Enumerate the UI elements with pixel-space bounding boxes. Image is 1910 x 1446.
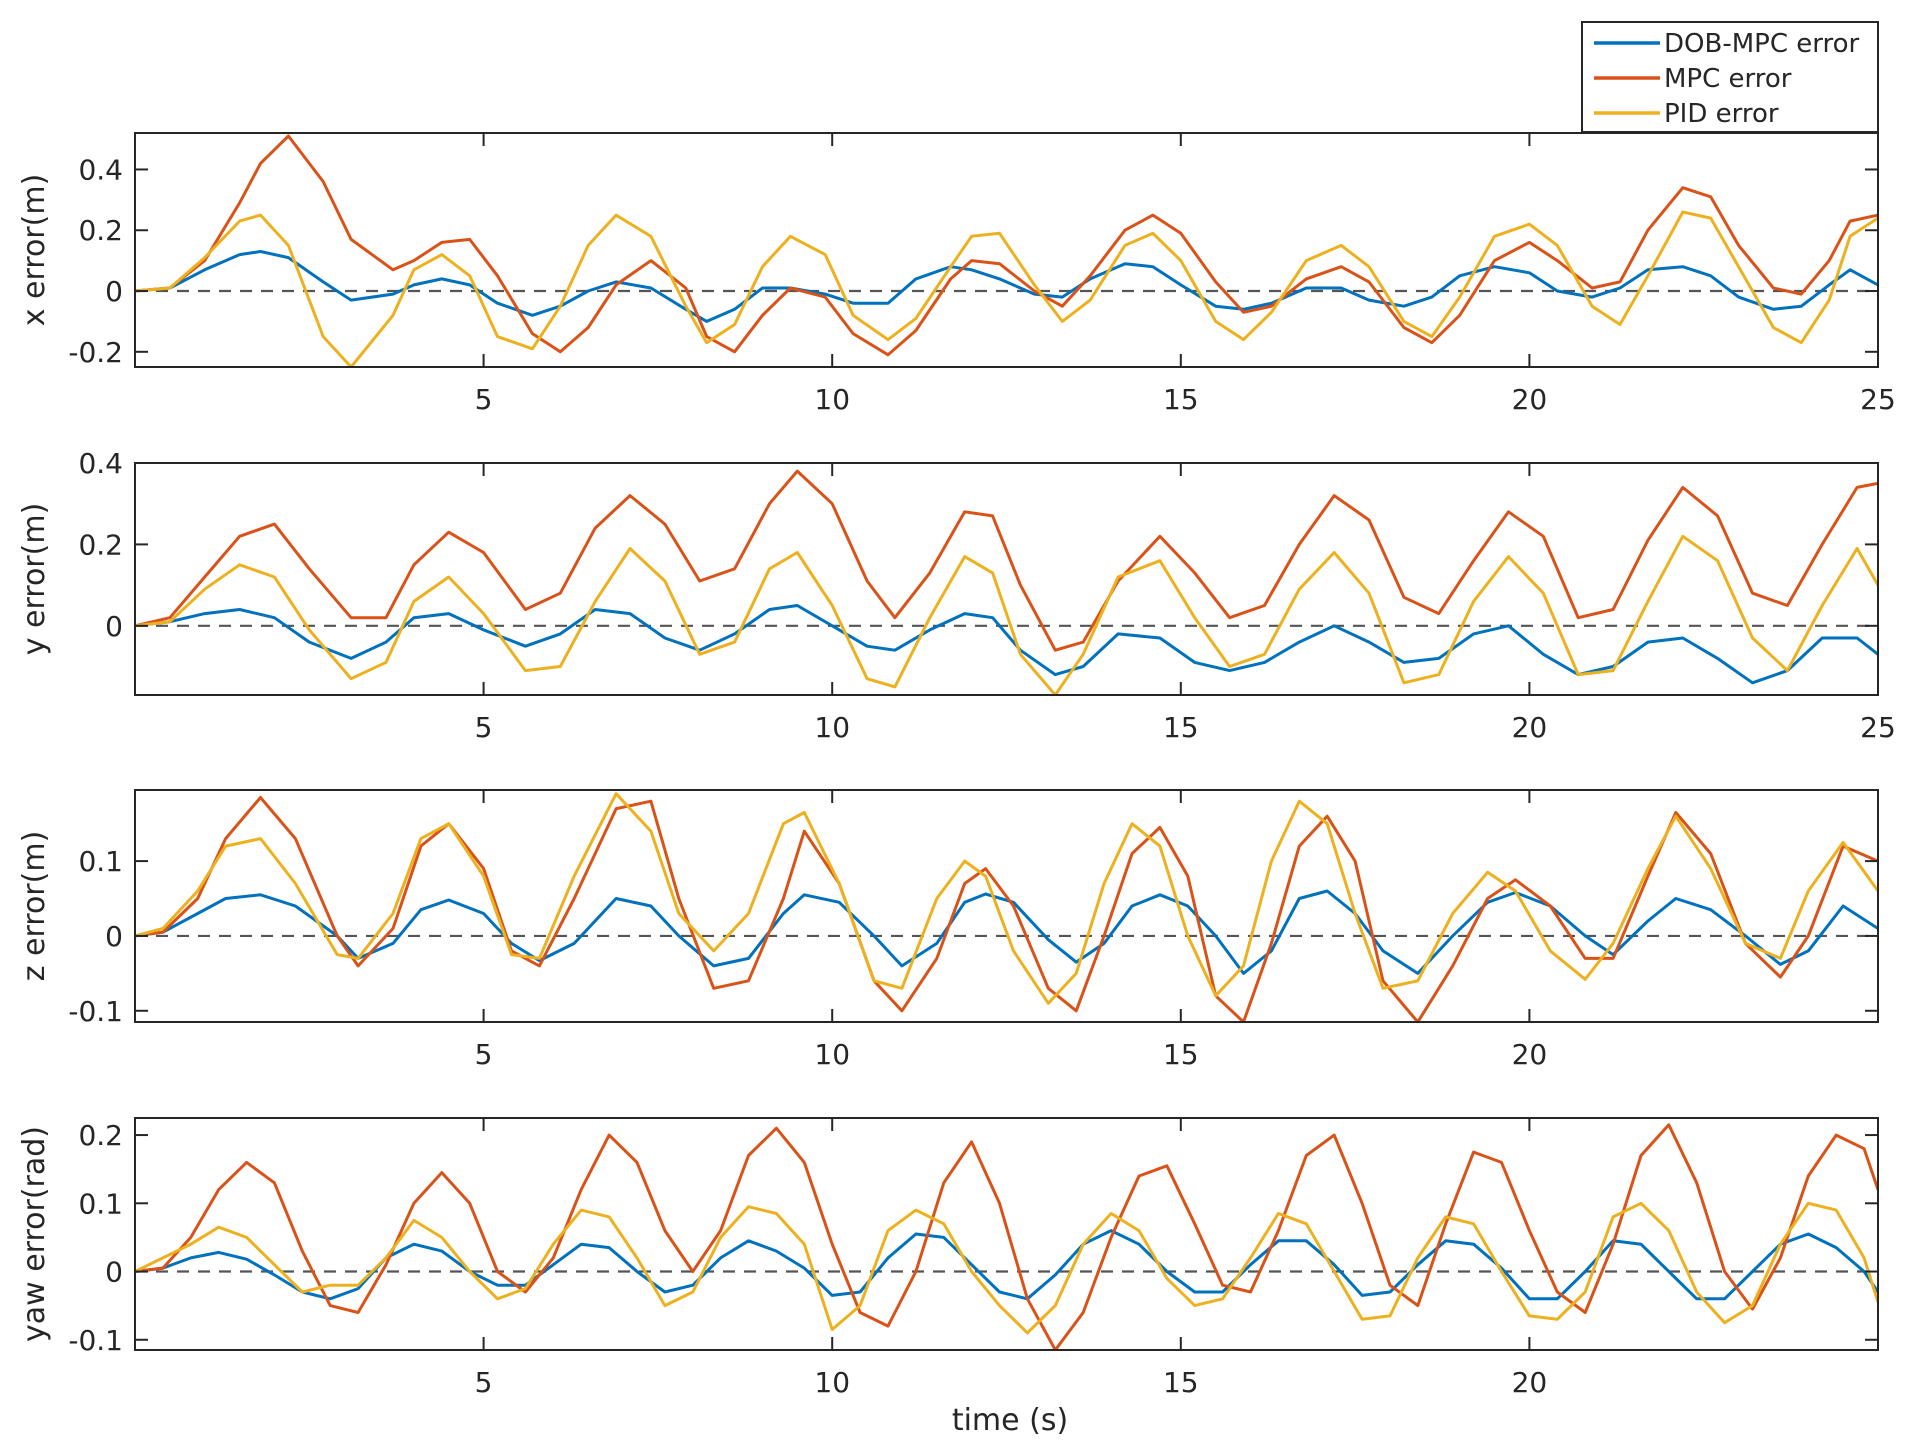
x-tick-label: 15 (1163, 383, 1199, 416)
x-tick-label: 5 (475, 1366, 493, 1399)
axes-frame (134, 789, 1879, 1023)
x-tick-label: 5 (475, 711, 493, 744)
x-tick-label: 10 (814, 1366, 850, 1399)
x-tick-label: 20 (1512, 1366, 1548, 1399)
legend-label-pid: PID error (1664, 99, 1779, 129)
x-axis-label: time (s) (952, 1403, 1068, 1438)
x-tick-label: 20 (1512, 1038, 1548, 1071)
y-tick-label: 0 (105, 610, 123, 643)
x-tick-label: 20 (1512, 711, 1548, 744)
y-tick-label: 0.4 (78, 153, 123, 186)
x-tick-label: 10 (814, 1038, 850, 1071)
x-tick-label: 5 (475, 1038, 493, 1071)
legend-label-mpc: MPC error (1664, 64, 1792, 94)
series-line-mpc-error (135, 134, 1878, 357)
legend-label-dob-mpc: DOB-MPC error (1664, 29, 1859, 59)
y-tick-label: 0.1 (78, 1187, 123, 1220)
y-tick-label: -0.1 (68, 995, 123, 1028)
subplot-3: 5 10 15 20 -0.1 0 0.1 z error(m) (17, 789, 1879, 1071)
subplot-4: 5 10 15 20 -0.1 0 0.1 0.2 yaw error(rad) (17, 1117, 1879, 1399)
y-tick-label: 0 (105, 275, 123, 308)
series-line-dob-mpc-error (135, 250, 1878, 323)
y-tick-label: 0 (105, 1256, 123, 1289)
subplots: 5 10 15 20 25 -0.2 0 0.2 0.4 x error(m) 5 10 15 20 25 0… (17, 132, 1896, 1399)
series-line-pid-error (135, 210, 1878, 367)
y-tick-label: 0.4 (78, 447, 123, 480)
y-axis-label: x error(m) (17, 174, 52, 327)
series-line-mpc-error (135, 796, 1878, 1022)
series-line-pid-error (135, 534, 1878, 695)
x-tick-label: 15 (1163, 711, 1199, 744)
y-axis-label: z error(m) (17, 831, 52, 982)
y-tick-label: 0.1 (78, 845, 123, 878)
y-axis-label: yaw error(rad) (17, 1126, 52, 1342)
y-tick-label: -0.2 (68, 336, 123, 369)
legend: DOB-MPC error MPC error PID error (1581, 21, 1879, 133)
series-line-pid-error (135, 792, 1878, 1005)
series-line-dob-mpc-error (135, 604, 1878, 685)
y-axis-label: y error(m) (17, 503, 52, 656)
x-tick-label: 25 (1860, 383, 1896, 416)
x-tick-label: 25 (1860, 711, 1896, 744)
y-tick-label: 0.2 (78, 1119, 123, 1152)
y-tick-label: 0 (105, 920, 123, 953)
x-tick-label: 5 (475, 383, 493, 416)
x-tick-label: 15 (1163, 1366, 1199, 1399)
series-line-mpc-error (135, 469, 1878, 652)
x-tick-label: 15 (1163, 1038, 1199, 1071)
y-tick-label: -0.1 (68, 1324, 123, 1357)
axes-frame (134, 462, 1879, 696)
series-line-dob-mpc-error (135, 889, 1878, 975)
subplot-2: 5 10 15 20 25 0 0.2 0.4 y error(m) (17, 447, 1896, 744)
axes-frame (134, 1117, 1879, 1351)
subplot-1: 5 10 15 20 25 -0.2 0 0.2 0.4 x error(m) (17, 132, 1896, 416)
x-tick-label: 20 (1512, 383, 1548, 416)
axes-frame (134, 132, 1879, 368)
series-line-pid-error (135, 1201, 1878, 1335)
y-tick-label: 0.2 (78, 528, 123, 561)
x-tick-label: 10 (814, 711, 850, 744)
x-tick-label: 10 (814, 383, 850, 416)
y-tick-label: 0.2 (78, 214, 123, 247)
series-line-mpc-error (135, 1123, 1878, 1350)
